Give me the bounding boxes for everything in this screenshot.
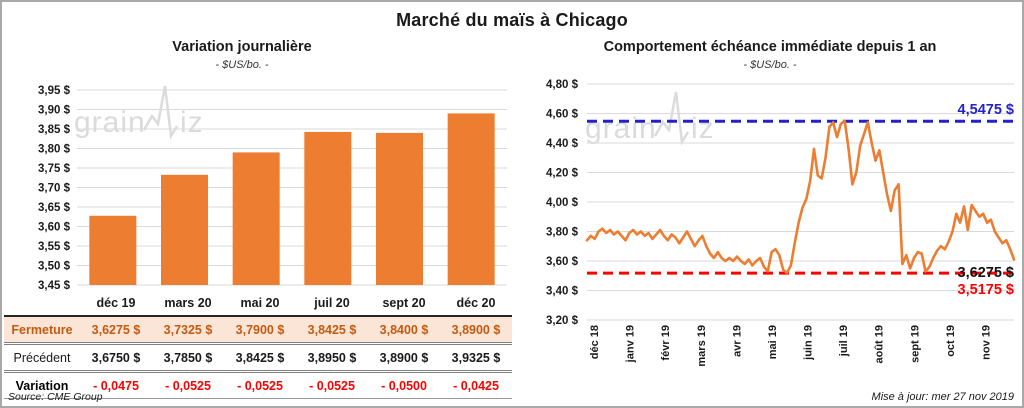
watermark-text-iz: iz xyxy=(691,112,715,145)
bar-sept 20 xyxy=(376,132,423,285)
y-tick-label: 3,80 $ xyxy=(546,227,579,239)
table-cell-fermeture: 3,8400 $ xyxy=(368,316,440,345)
y-tick-label: 3,80 $ xyxy=(38,144,71,156)
page-title: Marché du maïs à Chicago xyxy=(396,10,628,30)
bar-mars 20 xyxy=(161,174,208,285)
y-tick-label: 4,60 $ xyxy=(546,109,579,121)
x-tick-label: sept 19 xyxy=(909,325,921,363)
table-cell-precedent: 3,6750 $ xyxy=(80,343,152,373)
x-tick-label: avr 19 xyxy=(731,325,743,357)
y-tick-label: 3,85 $ xyxy=(38,124,71,136)
table-col-header: déc 20 xyxy=(440,290,512,317)
row-label-precedent: Précédent xyxy=(4,343,80,373)
row-label-variation: Variation xyxy=(4,371,80,399)
table-cell-variation: - 0,0425 xyxy=(440,371,512,399)
row-label-fermeture: Fermeture xyxy=(4,316,80,345)
table-cell-fermeture: 3,8900 $ xyxy=(440,316,512,345)
line-chart-title: Comportement échéance immédiate depuis 1… xyxy=(603,39,937,55)
x-tick-label: juil 19 xyxy=(838,325,850,357)
table-cell-variation: - 0,0525 xyxy=(224,371,296,399)
quotes-table-wrap: déc 19 mars 20 mai 20 juil 20 sept 20 déc 20 … xyxy=(4,290,512,399)
y-tick-label: 3,65 $ xyxy=(38,202,71,214)
x-tick-label: août 19 xyxy=(874,325,886,364)
last-price-label: 3,6275 $ xyxy=(958,265,1014,281)
table-cell-precedent: 3,9325 $ xyxy=(440,343,512,373)
y-tick-label: 3,45 $ xyxy=(38,280,71,292)
y-tick-label: 3,70 $ xyxy=(38,183,71,195)
table-col-header: mars 20 xyxy=(152,290,224,317)
x-tick-label: févr 19 xyxy=(660,325,672,360)
table-cell-variation: - 0,0525 xyxy=(296,371,368,399)
x-tick-label: mars 19 xyxy=(696,325,708,367)
table-cell-fermeture: 3,6275 $ xyxy=(80,316,152,345)
table-cell-precedent: 3,8900 $ xyxy=(368,343,440,373)
bar-chart: 3,95 $ 3,90 $ 3,85 $ 3,80 $ 3,75 $ 3,70 $ 3,65… xyxy=(38,85,507,292)
line-chart: 4,80 $ 4,60 $ 4,40 $ 4,20 $ 4,00 $ 3,80 $ 3,60… xyxy=(546,79,1016,367)
y-tick-label: 3,55 $ xyxy=(38,241,71,253)
bar-déc 19 xyxy=(89,215,137,285)
x-tick-label: juin 19 xyxy=(803,325,815,361)
watermark-zigzag-icon xyxy=(653,91,690,146)
y-tick-label: 3,20 $ xyxy=(546,315,579,327)
y-tick-label: 3,60 $ xyxy=(38,222,71,234)
support-label: 3,5175 $ xyxy=(958,282,1014,298)
watermark-text-grain: grain xyxy=(585,112,657,145)
table-col-header: sept 20 xyxy=(368,290,440,317)
y-tick-label: 4,20 $ xyxy=(546,168,579,180)
bar-juil 20 xyxy=(304,131,352,285)
table-cell-variation: - 0,0525 xyxy=(152,371,224,399)
y-tick-label: 3,95 $ xyxy=(38,85,71,97)
y-tick-label: 3,75 $ xyxy=(38,163,71,175)
y-tick-label: 3,90 $ xyxy=(38,105,71,117)
table-cell-precedent: 3,7850 $ xyxy=(152,343,224,373)
table-corner-cell xyxy=(4,290,80,317)
table-row-variation: Variation - 0,0475- 0,0525- 0,0525- 0,052… xyxy=(4,371,512,399)
source-note: Source: CME Group xyxy=(8,391,103,403)
x-tick-label: janv 19 xyxy=(625,325,637,363)
y-tick-label: 4,40 $ xyxy=(546,138,579,150)
x-tick-label: mai 19 xyxy=(767,325,779,359)
line-chart-subtitle: - $US/bo. - xyxy=(743,59,797,71)
watermark-zigzag-icon xyxy=(142,85,179,140)
table-cell-variation: - 0,0475 xyxy=(80,371,152,399)
table-cell-fermeture: 3,8425 $ xyxy=(296,316,368,345)
x-tick-label: nov 19 xyxy=(980,325,992,360)
table-col-header: déc 19 xyxy=(80,290,152,317)
table-cell-fermeture: 3,7325 $ xyxy=(152,316,224,345)
table-cell-precedent: 3,8950 $ xyxy=(296,343,368,373)
table-col-header: juil 20 xyxy=(296,290,368,317)
x-tick-label: oct 19 xyxy=(945,325,957,357)
x-tick-label: déc 18 xyxy=(589,325,601,359)
y-tick-label: 3,60 $ xyxy=(546,256,579,268)
table-cell-precedent: 3,8425 $ xyxy=(224,343,296,373)
bar-chart-title: Variation journalière xyxy=(172,39,312,55)
watermark-text-grain: grain xyxy=(74,106,146,139)
bar-déc 20 xyxy=(447,113,495,286)
updated-note: Mise à jour: mer 27 nov 2019 xyxy=(871,391,1014,403)
quotes-table: déc 19 mars 20 mai 20 juil 20 sept 20 déc 20 … xyxy=(4,290,512,399)
table-row-fermeture: Fermeture 3,6275 $3,7325 $3,7900 $3,8425 … xyxy=(4,316,512,345)
y-tick-label: 3,50 $ xyxy=(38,261,71,273)
table-cell-fermeture: 3,7900 $ xyxy=(224,316,296,345)
watermark-text-iz: iz xyxy=(180,106,204,139)
table-header-row: déc 19 mars 20 mai 20 juil 20 sept 20 déc 20 xyxy=(4,290,512,317)
table-cell-variation: - 0,0500 xyxy=(368,371,440,399)
y-tick-label: 4,00 $ xyxy=(546,197,579,209)
table-row-precedent: Précédent 3,6750 $3,7850 $3,8425 $3,8950 … xyxy=(4,343,512,373)
price-line xyxy=(585,119,1016,275)
bar-mai 20 xyxy=(232,152,280,285)
y-tick-label: 3,40 $ xyxy=(546,286,579,298)
table-col-header: mai 20 xyxy=(224,290,296,317)
resistance-label: 4,5475 $ xyxy=(958,102,1014,118)
y-tick-label: 4,80 $ xyxy=(546,79,579,91)
bar-chart-subtitle: - $US/bo. - xyxy=(215,59,269,71)
